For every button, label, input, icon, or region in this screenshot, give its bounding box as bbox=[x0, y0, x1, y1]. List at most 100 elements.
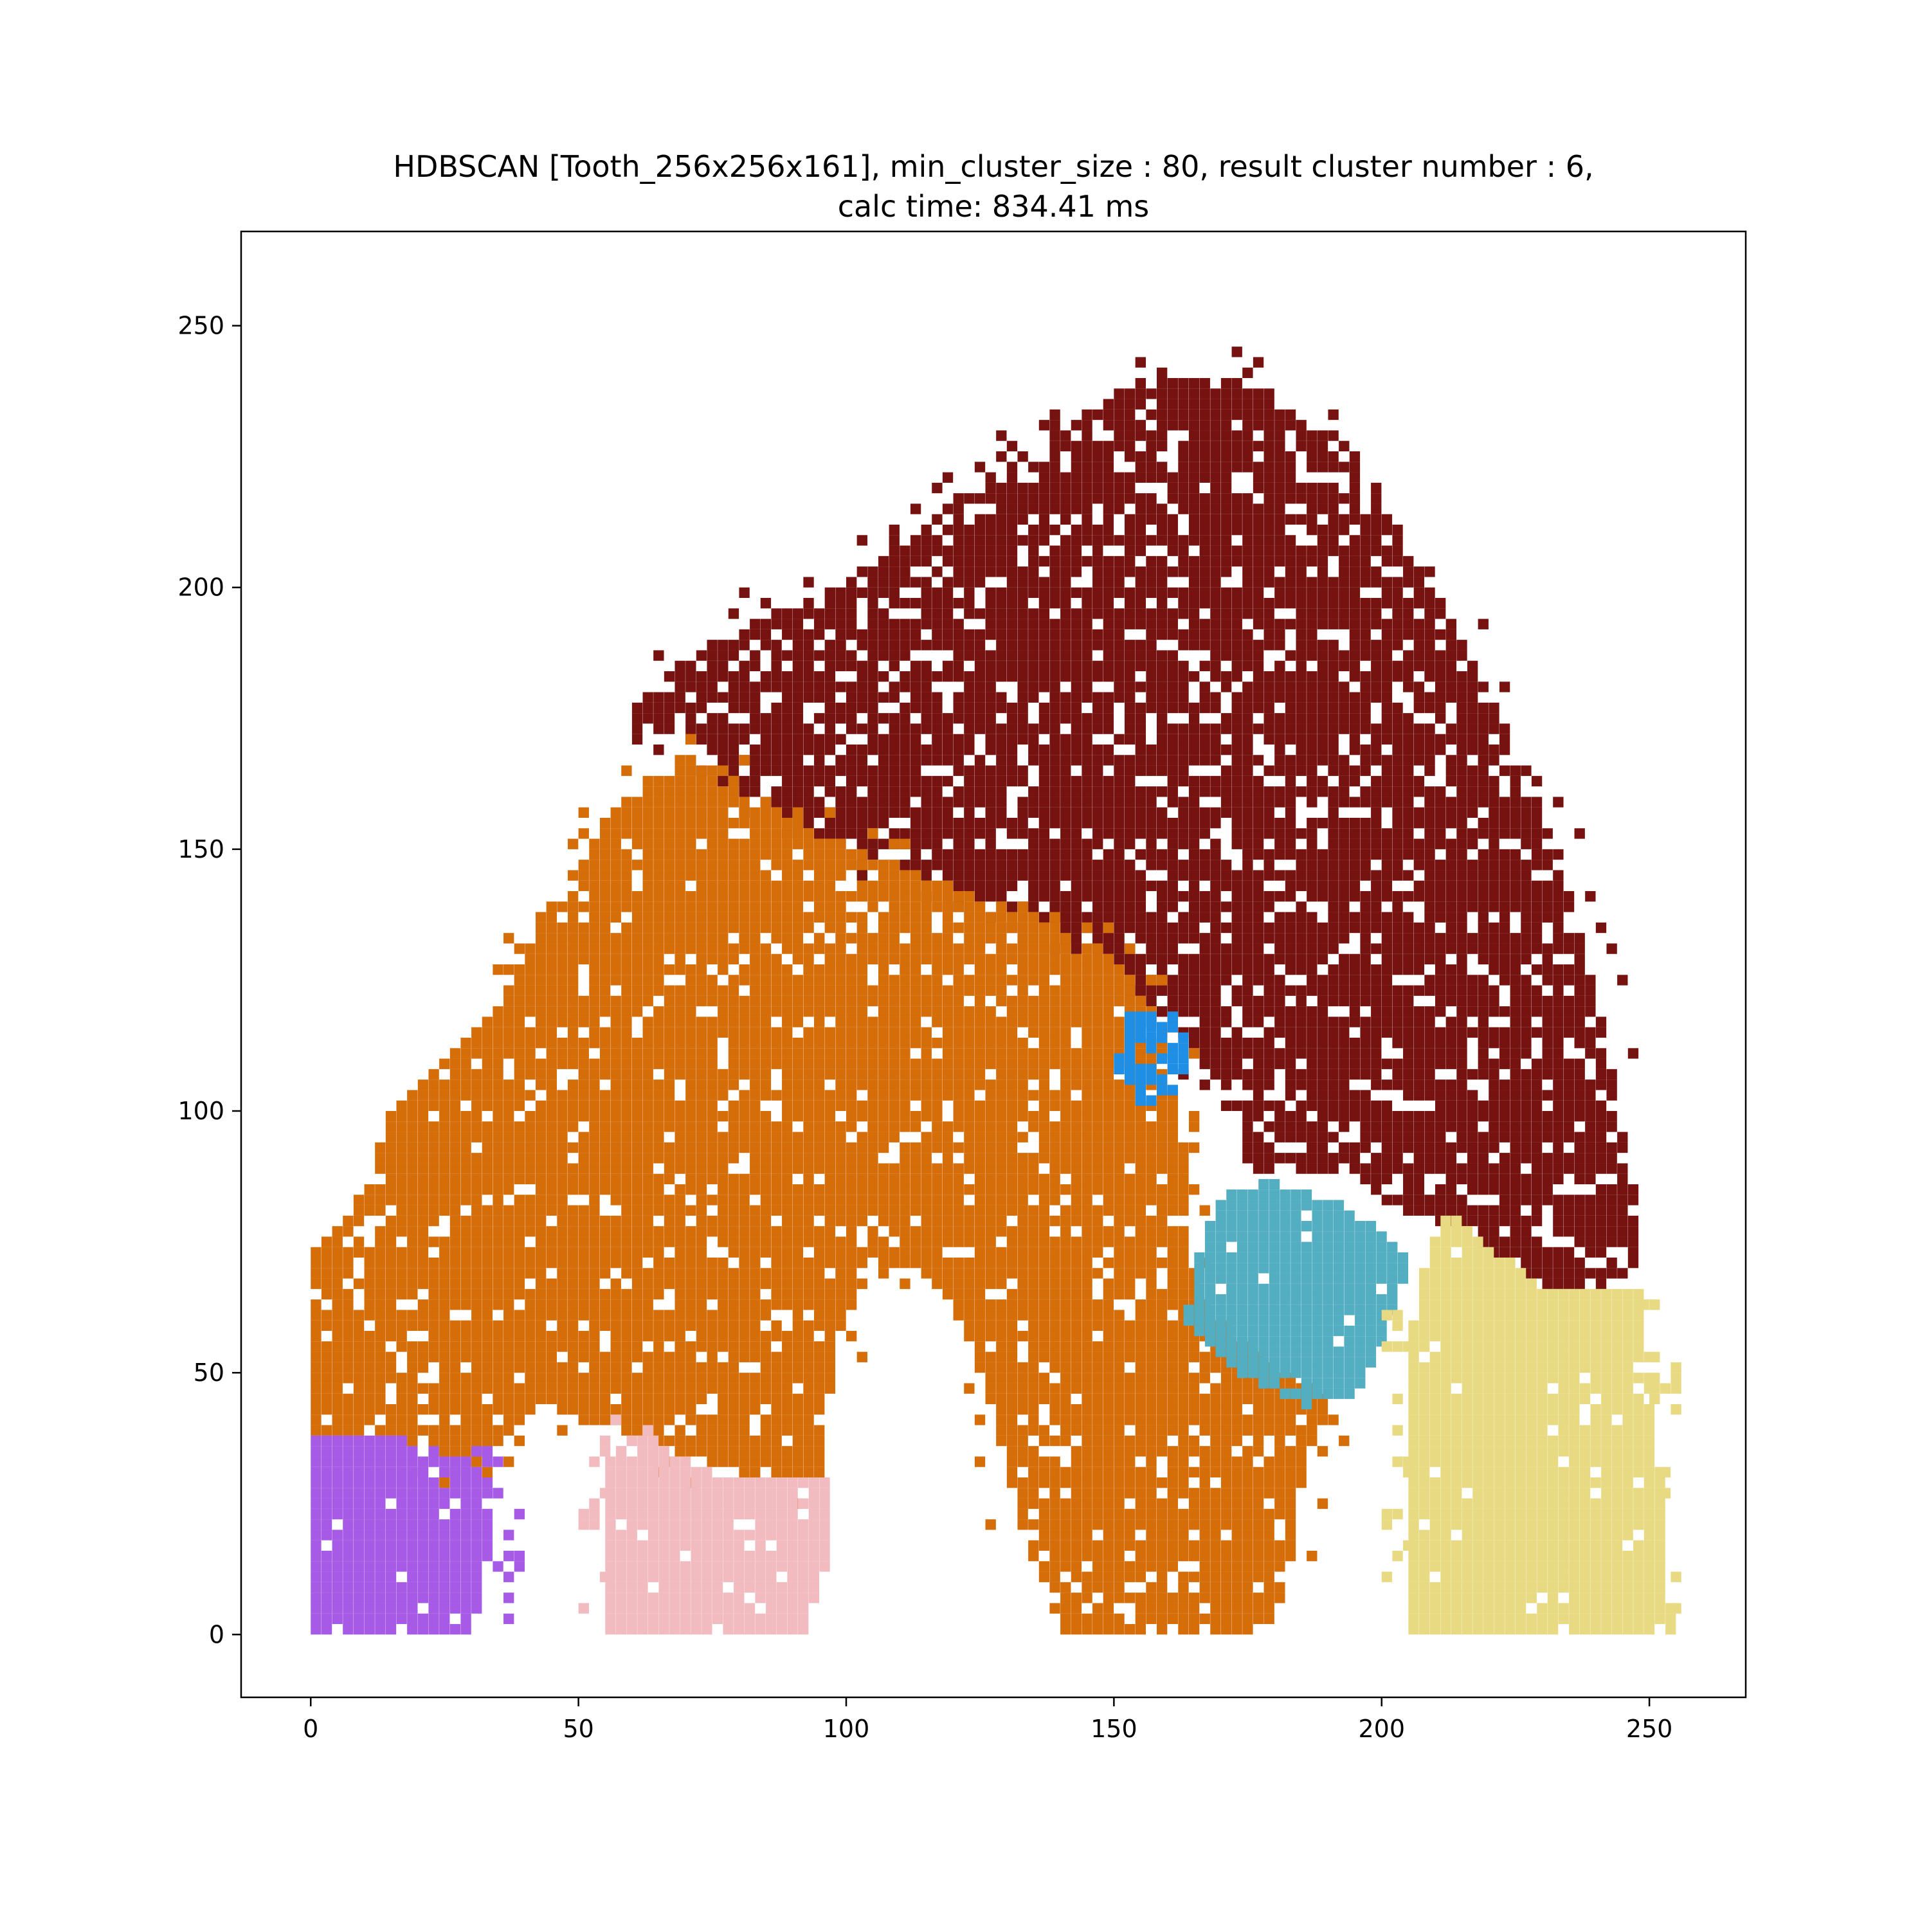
cluster-point bbox=[1499, 1079, 1510, 1090]
cluster-point bbox=[985, 713, 996, 724]
cluster-point bbox=[1489, 745, 1499, 755]
cluster-point bbox=[1049, 451, 1060, 462]
cluster-point bbox=[1071, 692, 1082, 703]
cluster-point bbox=[631, 1331, 643, 1342]
cluster-point bbox=[921, 807, 932, 818]
cluster-point bbox=[771, 671, 782, 682]
cluster-point bbox=[653, 1121, 664, 1132]
cluster-point bbox=[1307, 849, 1318, 860]
cluster-point bbox=[707, 828, 718, 839]
cluster-point bbox=[707, 1456, 718, 1467]
cluster-point bbox=[1499, 1163, 1510, 1174]
cluster-point bbox=[1521, 1048, 1532, 1059]
cluster-point bbox=[536, 1016, 547, 1027]
cluster-point bbox=[1585, 1121, 1596, 1132]
cluster-point bbox=[889, 629, 900, 640]
cluster-point bbox=[471, 1153, 482, 1164]
cluster-point bbox=[1328, 891, 1339, 902]
cluster-point bbox=[1553, 933, 1564, 944]
cluster-point bbox=[1199, 745, 1210, 755]
cluster-point bbox=[675, 953, 685, 965]
cluster-point bbox=[696, 975, 707, 986]
cluster-point bbox=[589, 1153, 600, 1164]
cluster-point bbox=[782, 765, 793, 776]
cluster-point bbox=[578, 1310, 589, 1321]
cluster-point bbox=[664, 1320, 675, 1332]
cluster-point bbox=[1199, 525, 1210, 536]
cluster-point bbox=[1178, 640, 1189, 651]
cluster-point bbox=[1188, 891, 1200, 902]
cluster-point bbox=[589, 1038, 600, 1049]
cluster-point bbox=[1274, 671, 1285, 682]
cluster-point bbox=[1456, 828, 1467, 839]
cluster-point bbox=[1274, 440, 1285, 452]
cluster-point bbox=[867, 765, 878, 776]
cluster-point bbox=[867, 713, 878, 724]
cluster-point bbox=[921, 755, 932, 766]
cluster-point bbox=[1478, 1173, 1489, 1185]
cluster-point bbox=[1478, 818, 1489, 829]
cluster-point bbox=[1296, 692, 1307, 703]
cluster-point bbox=[707, 1100, 718, 1112]
cluster-point bbox=[1489, 1090, 1499, 1101]
cluster-point bbox=[1371, 943, 1382, 954]
cluster-point bbox=[1371, 880, 1382, 892]
cluster-point bbox=[792, 692, 804, 703]
cluster-point bbox=[546, 1111, 557, 1122]
cluster-point bbox=[707, 912, 718, 923]
cluster-point bbox=[1038, 775, 1050, 787]
cluster-point bbox=[1574, 1163, 1585, 1174]
cluster-point bbox=[889, 682, 900, 692]
cluster-point bbox=[599, 1268, 611, 1279]
cluster-point bbox=[1220, 682, 1232, 692]
cluster-point bbox=[953, 514, 964, 525]
cluster-point bbox=[1595, 1153, 1607, 1164]
cluster-point bbox=[1178, 682, 1189, 692]
cluster-point bbox=[546, 1383, 557, 1394]
cluster-point bbox=[1188, 995, 1200, 1007]
cluster-point bbox=[1360, 1069, 1371, 1080]
cluster-point bbox=[1017, 587, 1028, 599]
cluster-point bbox=[364, 1404, 375, 1415]
cluster-point bbox=[1595, 1027, 1607, 1038]
cluster-point bbox=[675, 828, 685, 839]
cluster-point bbox=[536, 1079, 547, 1090]
cluster-point bbox=[1017, 451, 1028, 462]
cluster-point bbox=[385, 1331, 397, 1342]
cluster-point bbox=[1510, 1153, 1521, 1164]
cluster-point bbox=[1542, 1153, 1553, 1164]
cluster-point bbox=[718, 1195, 729, 1205]
cluster-point bbox=[578, 1090, 589, 1101]
cluster-point bbox=[696, 1299, 707, 1310]
cluster-point bbox=[932, 723, 943, 734]
cluster-point bbox=[1167, 922, 1178, 934]
cluster-point bbox=[1403, 755, 1414, 766]
cluster-point bbox=[1274, 1111, 1285, 1122]
cluster-point bbox=[1317, 755, 1328, 766]
cluster-point bbox=[760, 745, 772, 755]
cluster-point bbox=[664, 1069, 675, 1080]
cluster-point bbox=[1156, 555, 1168, 567]
cluster-point bbox=[1017, 640, 1028, 651]
cluster-point bbox=[428, 1299, 439, 1310]
cluster-point bbox=[1606, 1226, 1617, 1237]
cluster-point bbox=[1339, 650, 1350, 661]
cluster-point bbox=[449, 1132, 461, 1142]
cluster-point bbox=[1328, 1079, 1339, 1090]
cluster-point bbox=[589, 1299, 600, 1310]
cluster-point bbox=[493, 1226, 503, 1237]
cluster-point bbox=[653, 1320, 664, 1332]
cluster-point bbox=[567, 1299, 579, 1310]
cluster-point bbox=[964, 797, 975, 808]
cluster-point bbox=[1114, 503, 1125, 514]
cluster-point bbox=[1521, 933, 1532, 944]
cluster-point bbox=[974, 682, 986, 692]
cluster-point bbox=[546, 1205, 557, 1216]
cluster-point bbox=[1510, 765, 1521, 776]
cluster-point bbox=[996, 650, 1007, 661]
cluster-point bbox=[1296, 1163, 1307, 1174]
cluster-point bbox=[707, 692, 718, 703]
cluster-point bbox=[1017, 734, 1028, 745]
cluster-point bbox=[1467, 901, 1478, 912]
cluster-point bbox=[546, 1016, 557, 1027]
